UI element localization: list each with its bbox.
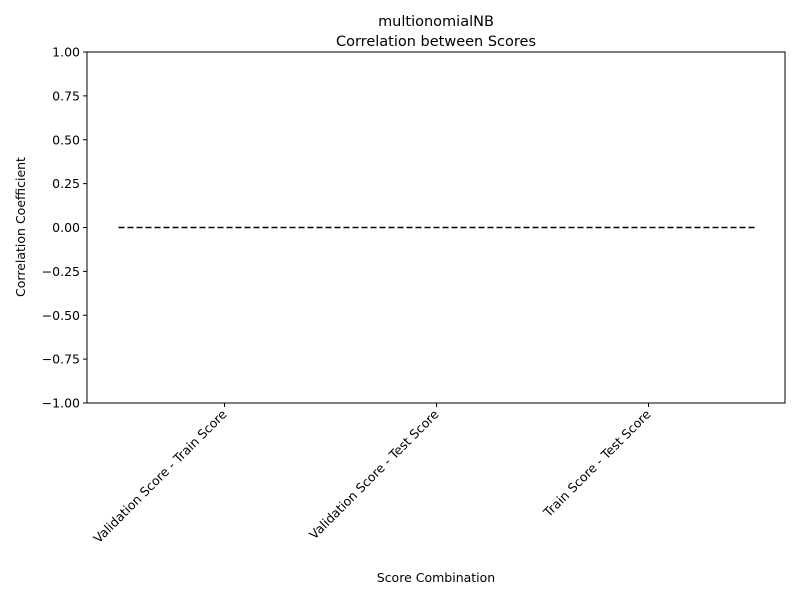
- x-tick-label: Train Score - Test Score: [540, 406, 654, 520]
- y-tick-label: −1.00: [42, 396, 80, 411]
- x-axis-label: Score Combination: [377, 570, 495, 585]
- x-tick-label: Validation Score - Test Score: [306, 406, 442, 542]
- y-tick-label: 1.00: [52, 45, 80, 60]
- y-ticks: −1.00 −0.75 −0.50 −0.25 0.00 0.25 0.50 0.75 1.00: [42, 45, 87, 411]
- x-ticks: Validation Score - Train Score Validation…: [90, 403, 654, 546]
- y-tick-label: 0.25: [52, 176, 80, 191]
- chart-subtitle: Correlation between Scores: [336, 34, 536, 50]
- y-tick-label: −0.75: [42, 352, 80, 367]
- y-tick-label: 0.50: [52, 132, 80, 147]
- y-tick-label: 0.75: [52, 88, 80, 103]
- chart-title: multionomialNB: [378, 14, 494, 30]
- y-axis-label: Correlation Coefficient: [13, 157, 28, 297]
- y-tick-label: −0.50: [42, 308, 80, 323]
- y-tick-label: 0.00: [52, 220, 80, 235]
- x-tick-label: Validation Score - Train Score: [90, 406, 230, 546]
- y-tick-label: −0.25: [42, 264, 80, 279]
